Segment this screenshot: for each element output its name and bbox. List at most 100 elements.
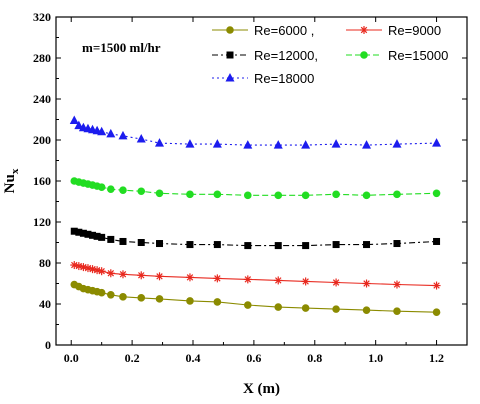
y-axis-label-subscript: x [9, 168, 21, 174]
data-point [137, 239, 145, 246]
data-point [331, 139, 341, 148]
y-tick-label: 80 [39, 256, 51, 270]
x-axis-label: X (m) [243, 381, 280, 397]
data-point [185, 139, 195, 148]
data-point [432, 281, 441, 290]
data-point [393, 190, 401, 199]
data-point [213, 241, 221, 249]
data-point [432, 189, 441, 198]
data-point [97, 288, 106, 297]
series-re-6000 [70, 280, 441, 317]
data-point [244, 301, 252, 309]
data-point [362, 140, 372, 149]
series-layer [69, 115, 442, 317]
marker-stroke [433, 282, 440, 289]
data-point [244, 242, 252, 250]
legend-label: Re=6000 , [254, 23, 314, 38]
y-axis-label-main: Nu [2, 174, 18, 193]
y-tick-label: 0 [45, 338, 51, 352]
y-tick-label: 240 [33, 92, 51, 106]
data-point [186, 297, 194, 305]
data-point [107, 235, 115, 243]
data-point [243, 275, 252, 284]
marker-stroke [98, 267, 105, 275]
y-tick-label: 200 [33, 133, 51, 147]
data-point [106, 128, 116, 138]
data-point [363, 241, 371, 249]
legend-marker [360, 51, 368, 59]
legend-marker [360, 26, 368, 34]
marker-stroke [107, 270, 115, 277]
marker-stroke [360, 26, 368, 34]
data-point [137, 187, 146, 196]
legend-label: Re=12000, [254, 48, 318, 63]
data-point [432, 138, 442, 147]
y-axis-label: Nux [2, 168, 21, 193]
data-point [392, 139, 402, 148]
data-point [301, 140, 311, 149]
data-point [393, 240, 401, 248]
series-re-12000 [70, 227, 441, 250]
data-point [155, 295, 164, 303]
plot-frame [55, 16, 468, 346]
data-point [84, 230, 92, 238]
data-point [70, 227, 78, 235]
data-point [98, 233, 106, 241]
data-point [432, 308, 441, 317]
data-point [107, 185, 115, 193]
data-point [137, 271, 146, 280]
series-re-18000 [69, 115, 442, 149]
legend-marker [226, 51, 234, 59]
marker-stroke [302, 278, 309, 285]
legend-label: Re=9000 [388, 23, 441, 38]
marker-stroke [244, 276, 252, 283]
x-tick-label: 0.8 [307, 351, 322, 365]
tick-layer: 0.0 0.2 0.4 0.6 0.8 1.0 1.2 0 40 80 120 160 200 240 28… [33, 10, 467, 365]
data-point [155, 138, 165, 147]
data-point [362, 191, 371, 200]
x-tick-label: 0.4 [186, 351, 201, 365]
data-point [156, 240, 164, 248]
data-point [243, 140, 253, 149]
y-tick-label: 40 [39, 297, 51, 311]
data-point [274, 242, 282, 250]
legend-marker [225, 73, 235, 82]
x-tick-label: 0.0 [64, 351, 79, 365]
y-tick-label: 280 [33, 51, 51, 65]
data-point [301, 277, 310, 286]
data-point [106, 269, 115, 278]
series-line [73, 120, 437, 146]
x-tick-label: 1.0 [368, 351, 383, 365]
data-point [69, 115, 79, 125]
data-point [155, 272, 164, 281]
data-point [332, 305, 340, 313]
data-point [186, 190, 194, 199]
data-point [213, 274, 222, 283]
data-point [97, 183, 106, 191]
data-point [119, 186, 127, 195]
data-point [332, 241, 340, 249]
data-point [185, 273, 194, 282]
y-tick-label: 120 [33, 215, 51, 229]
data-point [137, 294, 146, 302]
data-point [301, 191, 310, 200]
marker-stroke [363, 280, 370, 287]
data-point [136, 133, 146, 143]
data-point [118, 270, 127, 279]
data-point [97, 126, 107, 136]
data-point [89, 231, 97, 239]
marker-stroke [332, 279, 340, 286]
data-point [273, 140, 283, 149]
data-point [118, 130, 128, 140]
data-point [362, 306, 371, 314]
series-re-9000 [70, 261, 441, 290]
data-point [301, 304, 310, 312]
axis-labels: X (m) Nux m=1500 ml/hr [2, 40, 280, 397]
data-point [274, 303, 283, 311]
marker-stroke [138, 272, 145, 279]
legend-item: Re=9000 [346, 23, 441, 38]
y-tick-label: 160 [33, 174, 51, 188]
data-point [213, 298, 222, 306]
legend-marker [226, 26, 234, 34]
